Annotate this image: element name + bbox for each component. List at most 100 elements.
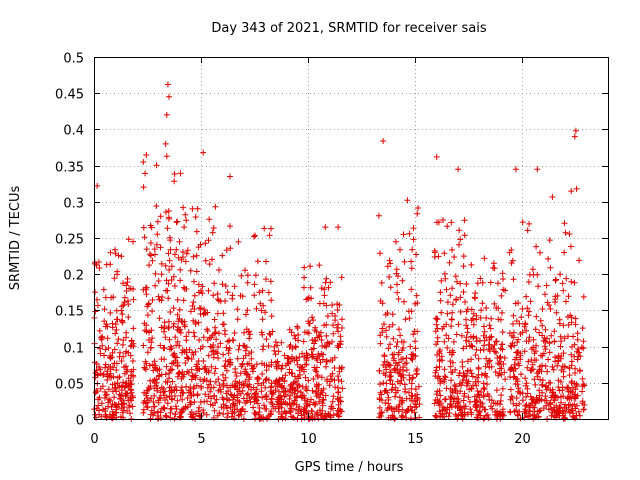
data-point <box>436 348 443 355</box>
data-point <box>433 391 440 398</box>
data-point <box>526 334 533 341</box>
data-point <box>119 311 126 318</box>
data-point <box>323 332 330 339</box>
data-point <box>437 297 444 304</box>
data-point <box>244 307 251 314</box>
data-point <box>94 182 101 189</box>
data-point <box>180 373 187 380</box>
x-tick-label: 15 <box>407 432 424 447</box>
data-point <box>190 329 197 336</box>
data-point <box>444 299 451 306</box>
data-point <box>444 406 451 413</box>
data-point <box>385 345 392 352</box>
data-point <box>549 409 556 416</box>
data-point <box>294 393 301 400</box>
data-point <box>128 397 135 404</box>
data-point <box>224 289 231 296</box>
data-point <box>437 289 444 296</box>
data-point <box>310 376 317 382</box>
y-tick-label: 0.2 <box>63 269 84 284</box>
data-point <box>211 393 218 400</box>
data-point <box>568 358 575 365</box>
data-point <box>231 283 238 290</box>
data-point <box>166 215 172 222</box>
data-point <box>579 400 586 407</box>
data-point <box>414 210 421 217</box>
data-point <box>542 383 549 390</box>
data-point <box>449 285 456 292</box>
x-tick-label: 5 <box>197 432 205 447</box>
data-point <box>541 343 548 350</box>
data-point <box>526 412 533 419</box>
data-point <box>388 387 395 393</box>
data-point <box>118 405 125 412</box>
data-point <box>458 382 465 389</box>
data-point <box>378 279 385 286</box>
data-point <box>301 284 307 291</box>
data-point <box>461 232 468 239</box>
data-point <box>464 358 471 365</box>
data-point <box>103 321 110 328</box>
data-point <box>165 208 172 214</box>
data-point <box>452 366 459 373</box>
data-point <box>97 370 104 377</box>
data-point <box>498 365 505 372</box>
data-point <box>151 246 158 253</box>
data-point <box>289 353 295 360</box>
data-point <box>194 361 200 368</box>
data-point <box>380 380 387 386</box>
data-point <box>129 358 136 364</box>
data-point <box>250 363 257 370</box>
data-point <box>560 350 567 357</box>
data-point <box>171 171 178 177</box>
data-point <box>212 324 219 331</box>
data-point <box>477 275 484 282</box>
data-point <box>380 362 387 369</box>
data-point <box>144 403 150 410</box>
data-point <box>550 366 557 373</box>
data-point <box>557 333 564 340</box>
data-point <box>546 237 553 244</box>
data-point <box>182 403 189 410</box>
data-point <box>441 413 448 420</box>
data-point <box>276 394 282 401</box>
data-point <box>337 394 344 401</box>
data-point <box>386 323 393 330</box>
data-point <box>192 415 199 422</box>
data-point <box>543 402 550 409</box>
data-point <box>167 405 174 412</box>
data-point <box>187 267 194 274</box>
data-point <box>286 408 293 415</box>
data-point <box>477 403 484 409</box>
data-point <box>174 373 181 380</box>
data-point <box>389 321 396 328</box>
data-point <box>217 340 224 347</box>
data-point <box>163 209 169 216</box>
data-point <box>321 286 328 293</box>
data-point <box>187 384 194 391</box>
data-point <box>265 343 272 349</box>
data-point <box>149 361 156 368</box>
data-point <box>234 392 241 399</box>
data-point <box>322 363 329 370</box>
data-point <box>324 358 330 365</box>
data-point <box>409 375 416 382</box>
data-point <box>431 400 438 407</box>
data-point <box>522 410 529 416</box>
data-point <box>500 276 506 282</box>
data-point <box>119 319 126 326</box>
data-point <box>285 355 292 362</box>
data-point <box>116 353 123 360</box>
data-point <box>282 409 289 416</box>
data-point <box>298 415 305 422</box>
data-point <box>521 408 528 415</box>
data-point <box>537 363 543 370</box>
data-point <box>499 385 506 392</box>
data-point <box>276 403 283 410</box>
data-point <box>113 367 120 373</box>
data-point <box>534 271 541 278</box>
data-point <box>480 323 487 330</box>
data-point <box>96 265 103 271</box>
data-point <box>220 310 227 317</box>
data-point <box>537 317 544 324</box>
